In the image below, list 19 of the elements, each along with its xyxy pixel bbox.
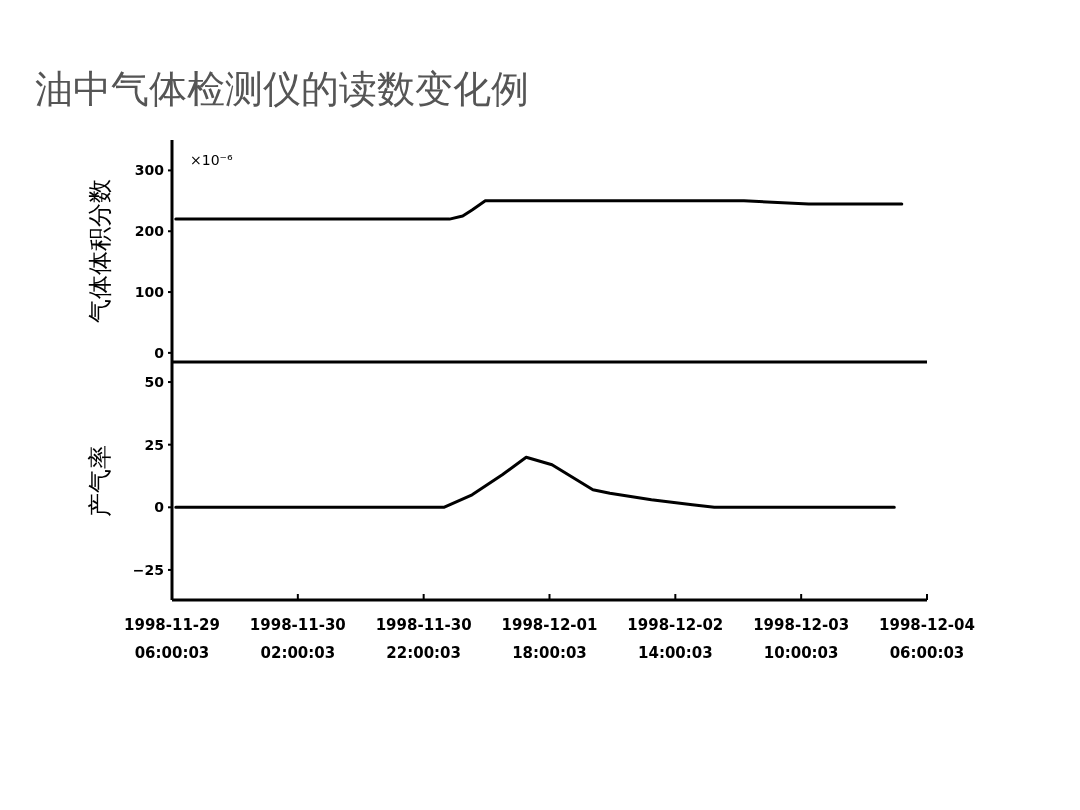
y-axis-title: 气体体积分数 [86,179,114,323]
x-tick-label: 1998-11-30 22:00:03 [375,616,472,662]
y-tick-label: 50 [144,374,165,391]
y-tick-label: 300 [134,162,165,179]
x-tick-label: 1998-12-02 14:00:03 [627,616,724,662]
y-tick-label: −25 [132,561,164,578]
x-tick-label: 1998-12-04 06:00:03 [879,616,975,662]
x-tick-label: 1998-12-01 18:00:03 [501,616,598,662]
chart-title: 油中气体检测仪的读数变化例 [35,67,529,111]
y-tick-label: 200 [134,223,165,240]
x-tick-label: 1998-11-29 06:00:03 [124,616,220,662]
y-tick-label: 0 [154,344,165,361]
y-tick-label: 100 [134,284,165,301]
y-tick-label: 0 [154,499,165,516]
x-tick-label: 1998-12-03 10:00:03 [753,616,850,662]
y-axis-title: 产气率 [86,445,114,517]
y-tick-label: 25 [144,436,164,453]
x-tick-label: 1998-11-30 02:00:03 [249,616,346,662]
annotation: ×10⁻⁶ [190,152,233,168]
